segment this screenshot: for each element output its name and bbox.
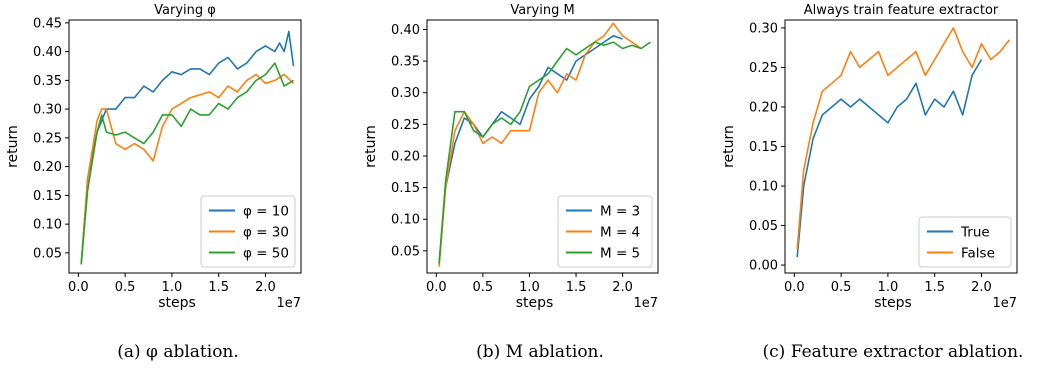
x-tick-label: 1.0 (878, 280, 899, 295)
series-line-3 (80, 62, 294, 265)
y-tick-label: 0.25 (33, 131, 62, 146)
x-tick-label: 0.5 (831, 280, 852, 295)
x-axis-label: steps (516, 295, 554, 311)
y-axis-label: return (363, 125, 379, 168)
series-line-1 (438, 35, 623, 264)
legend-label-2: φ = 30 (243, 225, 289, 241)
caption-c: (c) Feature extractor ablation. (763, 342, 1024, 362)
x-tick-label: 0.0 (784, 280, 805, 295)
legend-label-1: M = 3 (600, 204, 640, 220)
x-tick-label: 1.0 (162, 280, 183, 295)
y-tick-label: 0.05 (33, 246, 62, 261)
chart-b: Varying M 0.0 0.5 1.0 1.5 2.0 0.05 0.10 0.15 0.20… (363, 3, 659, 311)
plot-frame (68, 19, 302, 274)
x-tick-label: 1.5 (208, 280, 229, 295)
x-axis-label: steps (158, 295, 196, 311)
y-tick-label: 0.05 (749, 219, 778, 234)
y-tick-label: 0.20 (33, 160, 62, 175)
legend-label-2: M = 4 (600, 225, 640, 241)
chart-a: Varying φ 0.0 0.5 1.0 1.5 2.0 0.05 0.10 0.15 0.20… (5, 3, 302, 311)
y-tick-label: 0.10 (749, 180, 778, 195)
x-tick-label: 0.5 (115, 280, 136, 295)
caption-b: (b) M ablation. (476, 342, 604, 362)
y-tick-label: 0.30 (391, 86, 420, 101)
series-line-2 (796, 27, 1011, 250)
x-tick-label: 1.0 (519, 280, 540, 295)
charts-group: Varying φ 0.0 0.5 1.0 1.5 2.0 0.05 0.10 0.15 0.20… (5, 3, 1018, 311)
y-tick-label: 0.30 (749, 21, 778, 36)
x-axis-label: steps (874, 295, 912, 311)
y-tick-label: 0.30 (33, 103, 62, 118)
legend-label-1: φ = 10 (243, 204, 289, 220)
x-tick-label: 0.0 (426, 280, 447, 295)
chart-title: Always train feature extractor (804, 3, 999, 18)
y-tick-label: 0.35 (391, 55, 420, 70)
series-line-2 (438, 22, 642, 267)
y-tick-label: 0.15 (33, 189, 62, 204)
chart-title: Varying φ (154, 3, 216, 18)
y-tick-label: 0.40 (33, 45, 62, 60)
y-tick-label: 0.20 (749, 100, 778, 115)
y-tick-label: 0.10 (33, 218, 62, 233)
plot-frame (426, 19, 659, 274)
y-tick-label: 0.25 (391, 118, 420, 133)
x-tick-label: 0.0 (68, 280, 89, 295)
legend-box (557, 195, 653, 268)
series-line-1 (796, 59, 983, 258)
y-tick-label: 0.05 (391, 244, 420, 259)
series-line-1 (80, 30, 295, 265)
y-tick-label: 0.20 (391, 149, 420, 164)
legend-box (918, 216, 1012, 268)
y-tick-label: 0.10 (391, 213, 420, 228)
chart-title: Varying M (510, 3, 574, 18)
x-tick-label: 0.5 (473, 280, 494, 295)
caption-a: (a) φ ablation. (117, 342, 239, 362)
y-tick-label: 0.40 (391, 23, 420, 38)
x-scale-label: 1e7 (992, 296, 1017, 311)
x-scale-label: 1e7 (633, 296, 658, 311)
y-tick-label: 0.25 (749, 61, 778, 76)
y-axis-label: return (5, 125, 21, 168)
y-tick-label: 0.45 (33, 16, 62, 31)
x-tick-label: 2.0 (612, 280, 633, 295)
y-axis-label: return (721, 125, 737, 168)
y-tick-label: 0.15 (749, 140, 778, 155)
x-tick-label: 1.5 (924, 280, 945, 295)
x-scale-label: 1e7 (276, 296, 301, 311)
y-tick-label: 0.00 (749, 259, 778, 274)
series-line-2 (80, 73, 295, 265)
x-tick-label: 2.0 (255, 280, 276, 295)
legend-label-3: φ = 50 (243, 246, 289, 262)
legend-label-3: M = 5 (600, 246, 640, 262)
x-tick-label: 1.5 (566, 280, 587, 295)
y-tick-label: 0.35 (33, 74, 62, 89)
y-tick-label: 0.15 (391, 181, 420, 196)
series-line-3 (438, 41, 651, 264)
legend-label-2: False (961, 246, 995, 262)
legend-label-1: True (960, 225, 990, 241)
chart-c: Always train feature extractor 0.0 0.5 1.0 1… (721, 3, 1018, 311)
x-tick-label: 2.0 (971, 280, 992, 295)
legend-box (200, 195, 296, 268)
